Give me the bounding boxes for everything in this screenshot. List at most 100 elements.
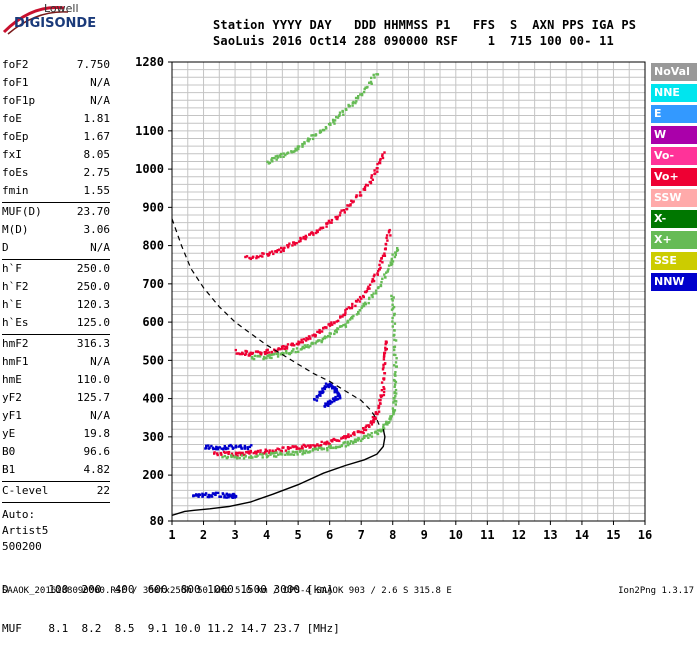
echo-mark	[215, 448, 218, 451]
echo-mark	[338, 111, 342, 114]
echo-mark	[322, 128, 326, 132]
echo-mark	[327, 219, 331, 223]
autoscaling-line: Artist5	[2, 524, 49, 537]
echo-mark	[244, 455, 247, 458]
extrapolated-profile	[172, 218, 381, 428]
echo-mark	[318, 328, 321, 332]
profile-curves	[172, 218, 386, 516]
echo-mark	[292, 453, 296, 456]
param-value: 96.6	[83, 445, 111, 458]
echo-mark	[314, 342, 317, 345]
x-tick-label: 11	[480, 528, 494, 542]
echo-mark	[306, 139, 309, 142]
echo-mark	[305, 236, 308, 239]
echo-mark	[393, 383, 397, 386]
legend-entry: NNE	[651, 84, 697, 102]
echo-mark	[325, 127, 328, 130]
param-value: 1.55	[83, 184, 111, 197]
echo-mark	[379, 266, 382, 269]
echo-mark	[379, 402, 382, 405]
echo-mark	[230, 452, 234, 455]
echo-mark	[378, 268, 381, 271]
echo-mark	[223, 454, 226, 458]
echo-mark	[365, 290, 369, 293]
param-row: foF1p N/A	[2, 92, 110, 110]
echo-mark	[348, 318, 352, 321]
echo-mark	[276, 348, 280, 351]
echo-mark	[298, 447, 302, 451]
echo-mark	[367, 436, 370, 439]
echo-mark	[327, 404, 330, 407]
param-label: yE	[2, 427, 16, 440]
echo-mark	[351, 104, 354, 107]
echo-mark	[322, 390, 325, 394]
echo-mark	[313, 398, 316, 401]
echo-mark	[324, 385, 328, 389]
echo-mark	[207, 444, 210, 447]
echo-mark	[234, 453, 238, 456]
echo-mark	[305, 336, 308, 340]
echo-mark	[381, 154, 384, 158]
echo-mark	[297, 145, 301, 148]
echo-mark	[378, 263, 381, 267]
y-tick-label: 200	[142, 468, 164, 482]
echo-mark	[384, 423, 387, 426]
echo-mark	[352, 200, 355, 203]
echo-mark	[328, 446, 332, 449]
param-value: 4.82	[83, 463, 111, 476]
echo-mark	[204, 492, 208, 495]
param-value: N/A	[90, 355, 110, 368]
echo-mark	[286, 451, 290, 455]
echo-mark	[222, 492, 225, 496]
echo-mark	[352, 440, 355, 443]
echo-mark	[308, 138, 311, 141]
x-tick-label: 15	[606, 528, 620, 542]
echo-mark	[342, 323, 345, 327]
echo-mark	[364, 303, 367, 306]
echo-mark	[396, 248, 400, 252]
echo-mark	[333, 332, 336, 336]
echo-mark	[364, 425, 367, 429]
echo-mark	[393, 348, 396, 352]
echo-mark	[262, 355, 266, 359]
echo-mark	[360, 306, 363, 310]
echo-mark	[273, 452, 276, 455]
echo-mark	[384, 343, 387, 346]
echo-mark	[301, 341, 304, 344]
echo-mark	[388, 420, 391, 424]
echo-mark	[383, 387, 386, 390]
echo-mark	[280, 345, 284, 348]
echo-mark	[390, 297, 394, 301]
echo-mark	[366, 287, 369, 291]
echo-mark	[374, 416, 377, 419]
echo-mark	[316, 395, 319, 398]
param-value: 1.67	[83, 130, 111, 143]
param-label: hmF2	[2, 337, 29, 350]
echo-mark	[330, 218, 334, 222]
echo-mark	[370, 435, 374, 438]
echo-mark	[273, 156, 276, 160]
echo-mark	[391, 407, 395, 410]
echo-mark	[231, 454, 235, 457]
echo-mark	[355, 438, 358, 441]
param-row: yF1 N/A	[2, 407, 110, 425]
echo-mark	[351, 302, 354, 306]
echo-mark	[383, 351, 387, 355]
x-tick-label: 2	[200, 528, 207, 542]
echo-mark	[392, 410, 396, 413]
echo-mark	[393, 338, 396, 342]
echo-mark	[394, 388, 398, 392]
echo-mark	[327, 385, 331, 389]
echo-mark	[364, 86, 367, 89]
echo-mark	[304, 237, 307, 241]
echo-mark	[302, 443, 305, 447]
echo-mark	[370, 421, 374, 425]
echo-mark	[347, 433, 350, 436]
echo-mark	[378, 159, 382, 162]
echo-mark	[311, 342, 314, 345]
echo-mark	[343, 313, 347, 316]
echo-mark	[368, 434, 372, 437]
echo-mark	[330, 221, 333, 224]
echo-mark	[333, 438, 337, 441]
echo-mark	[364, 183, 368, 187]
